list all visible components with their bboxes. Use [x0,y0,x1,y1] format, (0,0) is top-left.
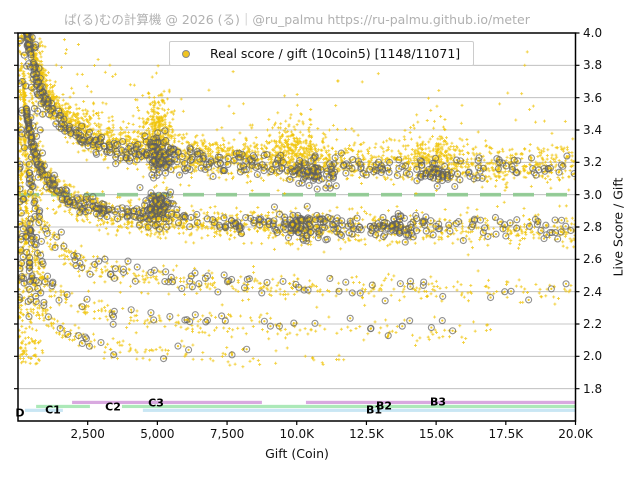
y-axis-title: Live Score / Gift [610,177,626,277]
y-tick-label-3-6: 3.6 [583,90,603,105]
x-axis-title: Gift (Coin) [265,446,329,461]
x-tick-label-10k: 10.0K [279,427,315,441]
y-tick-label-3-4: 3.4 [583,123,603,137]
rank-label-c1: C1 [45,403,61,417]
y-tick-label-2-6: 2.6 [583,252,603,267]
y-tick-label-3-8: 3.8 [583,58,603,73]
y-tick-label-3-2: 3.2 [583,155,603,170]
x-tick-label-15k: 15.0K [418,427,454,441]
y-tick-label-2-4: 2.4 [583,284,603,299]
x-tick-label-2500: 2,500 [70,427,105,441]
y-tick-label-4-0: 4.0 [583,26,603,40]
rank-label-d: D [15,406,25,420]
x-tick-label-7500: 7,500 [209,427,245,441]
y-tick-label-1-8: 1.8 [583,381,603,396]
x-tick-label-20k: 20.0K [558,427,593,441]
rank-label-c3: C3 [148,396,164,410]
x-tick-label-17-5k: 17.5K [488,427,524,441]
y-tick-label-2-0: 2.0 [583,349,603,364]
rank-label-b3: B3 [429,395,447,409]
y-tick-label-2-8: 2.8 [583,220,603,234]
rank-label-b2: B2 [375,399,393,413]
legend: Real score / gift (10coin5) [1148/11071] [169,41,475,66]
legend-label: Real score / gift (10coin5) [1148/11071] [210,46,461,61]
x-tick-label-12-5k: 12.5K [349,427,384,441]
y-tick-label-2-2: 2.2 [583,317,603,331]
y-tick-label-3-0: 3.0 [583,187,603,202]
chart-title: ぱ(る)むの計算機 @ 2026 (る)｜@ru_palmu https://r… [64,12,530,27]
rank-label-b1: B1 [365,403,383,417]
rank-label-c2: C2 [105,400,121,414]
legend-scatter-marker-icon [182,49,190,58]
x-tick-label-5000: 5,000 [140,427,175,441]
